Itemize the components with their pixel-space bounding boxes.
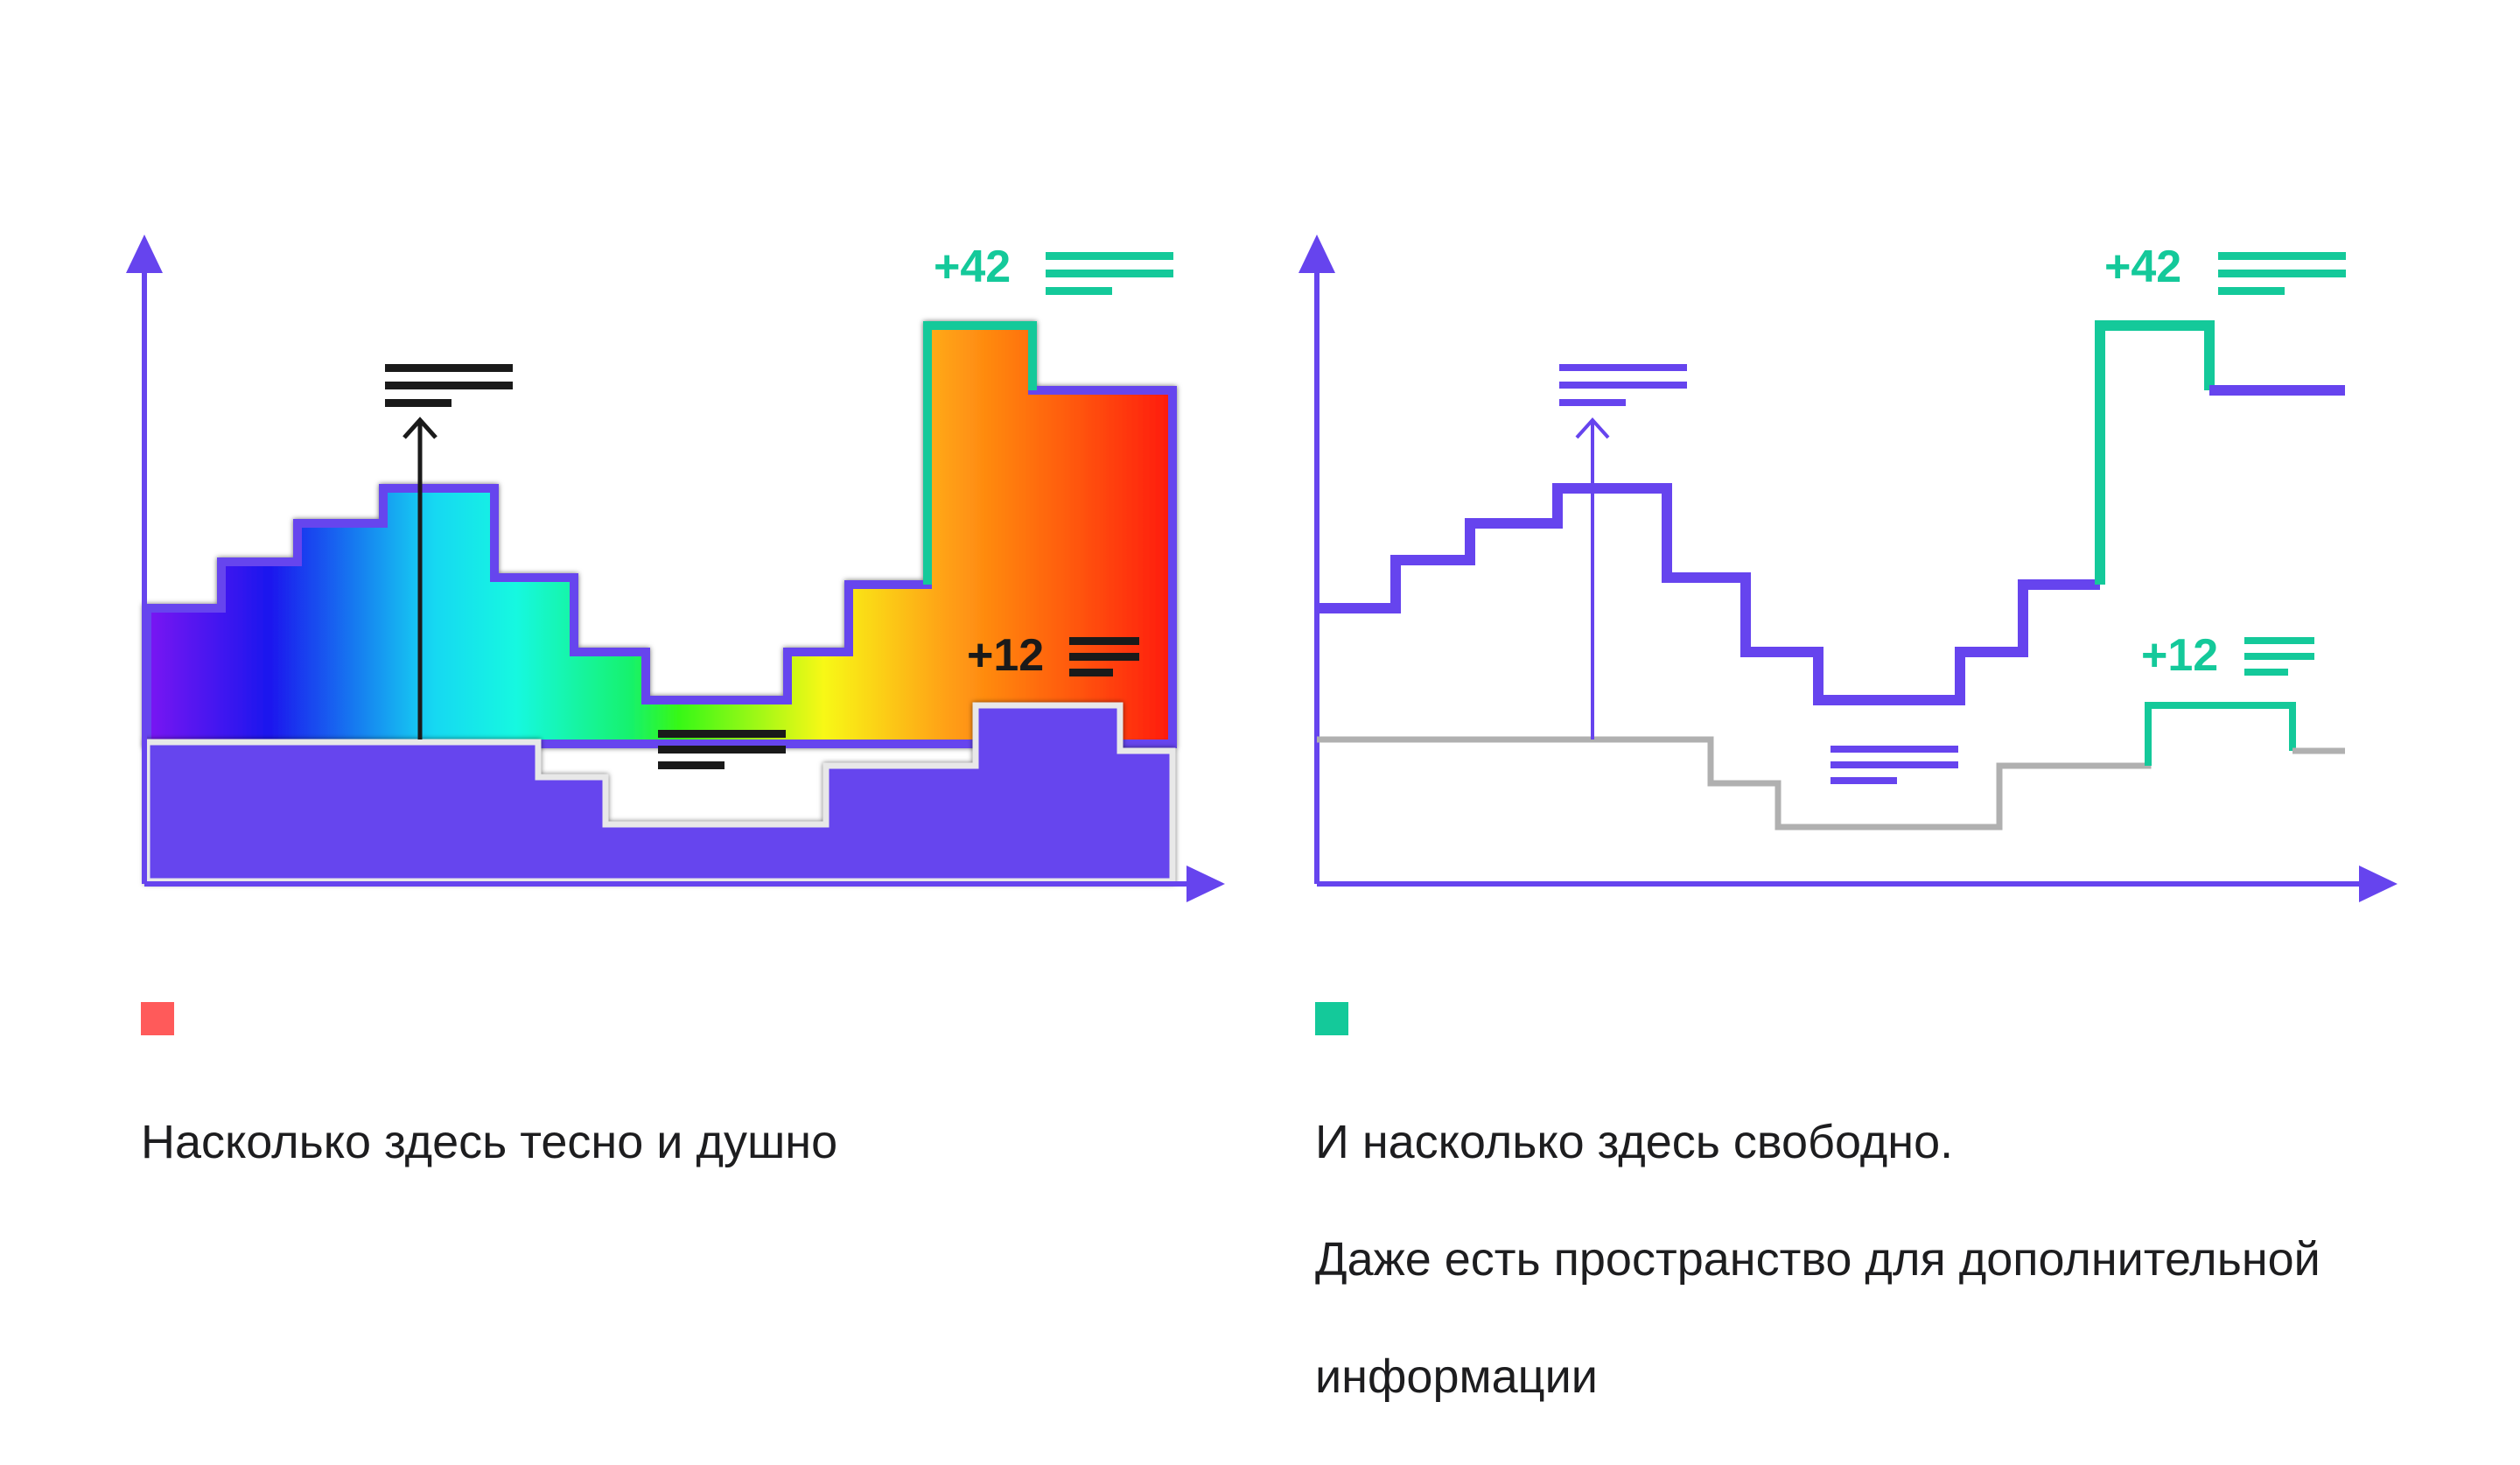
right-legend-swatch xyxy=(1315,1002,1348,1035)
left-caption-line-1: Насколько здесь тесно и душно xyxy=(141,1116,838,1168)
right-y-axis-arrow xyxy=(1298,235,1335,273)
left-peak-highlight xyxy=(923,321,1037,585)
right-pointer-arrowhead xyxy=(1575,417,1610,439)
illustration-canvas: +42 +12 xyxy=(126,235,2398,902)
left-trough-note-icon xyxy=(658,730,786,769)
left-badge-top: +42 xyxy=(934,242,1011,292)
right-chart: +42 +12 xyxy=(1298,235,2398,902)
right-badge-bottom: +12 xyxy=(2141,630,2218,681)
right-x-axis-arrow xyxy=(2359,866,2398,902)
left-upper-area xyxy=(143,321,1177,748)
left-y-axis-arrow xyxy=(126,235,163,273)
right-upper-line xyxy=(1317,483,2100,705)
left-x-axis-arrow xyxy=(1186,866,1225,902)
left-badge-top-lines-icon xyxy=(1046,252,1173,295)
right-note-icon xyxy=(1559,364,1687,406)
right-upper-line-highlight xyxy=(2095,320,2215,585)
left-pointer-arrowhead xyxy=(402,417,438,439)
left-badge-bottom-lines-icon xyxy=(1069,637,1139,676)
left-caption: Насколько здесь тесно и душно xyxy=(141,1055,1191,1230)
right-caption-line-1: И насколько здесь свободно. xyxy=(1315,1116,1954,1168)
right-lower-line-highlight xyxy=(2145,702,2296,766)
left-legend-swatch xyxy=(141,1002,174,1035)
right-lower-line xyxy=(1317,705,2152,831)
right-badge-top: +42 xyxy=(2104,242,2181,292)
right-badge-top-lines-icon xyxy=(2218,252,2346,295)
right-caption-line-3: информации xyxy=(1315,1350,1598,1403)
right-caption-line-2: Даже есть пространство для дополнительно… xyxy=(1315,1233,2320,1286)
left-lower-area xyxy=(144,702,1176,885)
right-badge-bottom-lines-icon xyxy=(2244,637,2314,676)
right-trough-note-icon xyxy=(1830,746,1958,784)
left-badge-bottom: +12 xyxy=(967,630,1044,681)
left-note-icon xyxy=(385,364,513,407)
left-chart: +42 +12 xyxy=(126,235,1225,902)
right-caption: И насколько здесь свободно. Даже есть пр… xyxy=(1315,1055,2505,1465)
